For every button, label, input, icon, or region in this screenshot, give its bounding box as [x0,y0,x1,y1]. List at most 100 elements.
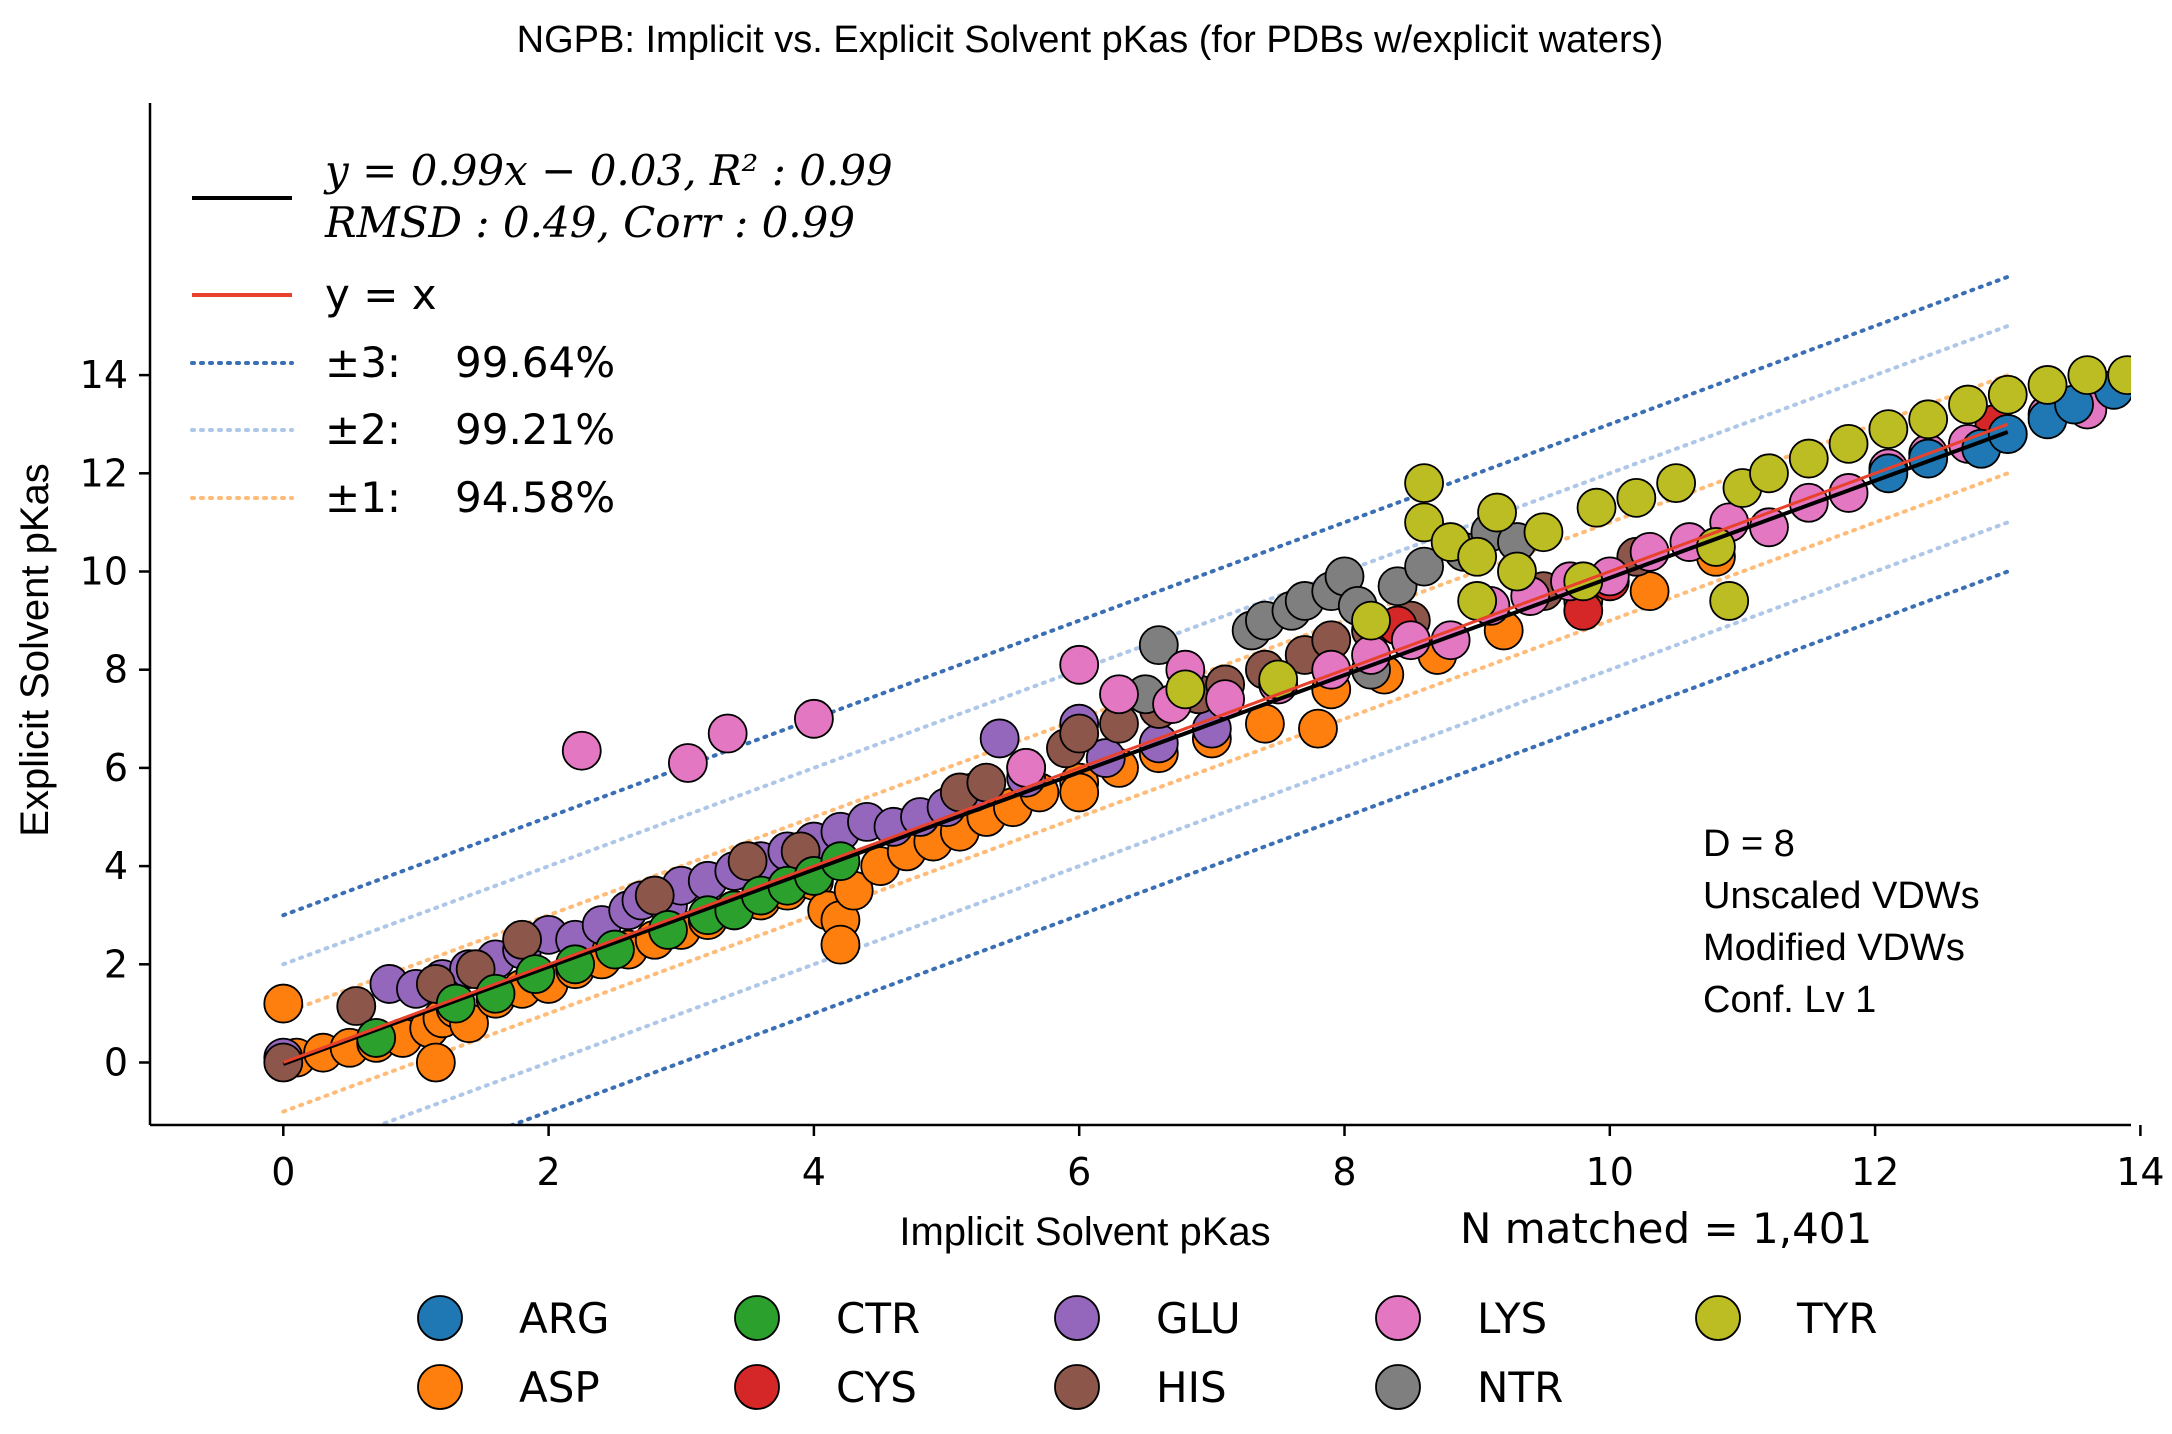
legend-label-ntr: NTR [1477,1363,1563,1412]
y-tick-label: 12 [80,451,128,495]
band2-legend-pct: 99.21% [455,405,615,454]
band1-legend-pct: 94.58% [455,473,615,522]
band3-legend-pct: 99.64% [455,338,615,387]
x-tick-label: 12 [1851,1150,1899,1194]
point-his [1059,713,1100,754]
point-tyr [1616,477,1657,518]
legend-marker-arg [417,1295,463,1341]
point-asp [1298,708,1338,749]
annotation-line: Conf. Lv 1 [1703,979,1876,1021]
x-tick-label: 8 [1332,1150,1356,1194]
fit-lines [282,422,2009,1066]
y-tick-label: 0 [104,1041,128,1085]
point-ntr [1138,625,1179,666]
legend-marker-lys [1375,1295,1421,1341]
legend-label-ctr: CTR [836,1294,920,1343]
x-tick-label: 6 [1067,1150,1091,1194]
legend-label-asp: ASP [519,1363,600,1412]
point-tyr [2107,355,2131,395]
band-line-plus3 [281,274,2010,918]
point-tyr [1788,438,1829,479]
legend-label-tyr: TYR [1796,1294,1878,1343]
x-tick-label: 0 [271,1150,295,1194]
y-tick-label: 14 [80,353,128,397]
x-axis-label: Implicit Solvent pKas [899,1210,1270,1254]
line-legend: y = 0.99x − 0.03, R² : 0.99 RMSD : 0.49,… [190,146,893,522]
legend-marker-his [1054,1364,1100,1410]
annotation-line: Modified VDWs [1703,927,1965,969]
y-tick-label: 4 [104,844,128,888]
legend-marker-ntr [1375,1364,1421,1410]
point-tyr [1948,384,1988,425]
annotation-line: Unscaled VDWs [1703,875,1980,917]
settings-annotation: D = 8 Unscaled VDWs Modified VDWs Conf. … [1703,823,1980,1021]
point-lys [707,713,748,754]
point-tyr [1987,374,2028,415]
legend-label-arg: ARG [519,1294,609,1343]
band1-legend-label: ±1: [325,473,401,522]
legend-marker-asp [417,1364,463,1410]
x-tick-label: 14 [2116,1150,2164,1194]
y-tick-label: 6 [104,746,128,790]
legend-marker-tyr [1695,1295,1741,1341]
point-tyr [1457,536,1498,577]
point-asp [820,924,861,965]
point-ntr [1404,546,1444,587]
point-tyr [1165,669,1206,710]
y-axis-ticks: 0 2 4 6 8 10 12 14 [80,353,150,1085]
point-asp [1629,571,1670,612]
point-tyr [1523,512,1564,553]
x-tick-label: 4 [802,1150,826,1194]
point-tyr [1351,600,1391,641]
point-tyr [1576,487,1617,528]
legend-label-cys: CYS [836,1363,917,1412]
point-tyr [1868,409,1909,450]
legend-label-glu: GLU [1156,1294,1241,1343]
point-lys [1059,644,1100,685]
y-tick-label: 8 [104,648,128,692]
legend-label-his: HIS [1156,1363,1227,1412]
point-tyr [1477,492,1517,533]
legend-marker-cys [734,1364,780,1410]
point-tyr [1908,399,1949,440]
point-asp [415,1042,456,1083]
point-his [502,919,542,960]
point-tyr [1749,453,1789,494]
fit-line-legend-stats: RMSD : 0.49, Corr : 0.99 [324,198,855,247]
data-points [263,355,2131,1083]
n-matched-label: N matched = 1,401 [1460,1204,1872,1253]
band3-legend-label: ±3: [325,338,401,387]
point-lys [1828,473,1869,513]
residue-legend: ARG CTR GLU LYS TYR ASP CYS HIS NTR [417,1294,1878,1412]
legend-marker-glu [1054,1295,1100,1341]
point-lys [794,698,834,739]
identity-line-legend-label: y = x [325,270,437,319]
point-tyr [1828,423,1869,464]
legend-marker-ctr [734,1295,780,1341]
point-lys [1099,674,1139,715]
band-line-minus2 [373,520,2010,1125]
point-tyr [1709,581,1750,621]
point-tyr [2067,355,2108,396]
point-tyr [1404,463,1444,504]
identity-line [282,422,2009,1064]
y-axis-label: Explicit Solvent pKas [13,463,57,837]
point-asp [263,983,304,1024]
annotation-line: D = 8 [1703,823,1795,865]
band-line-minus3 [506,569,2010,1125]
point-tyr [2027,365,2068,405]
fit-line-legend-label: y = 0.99x − 0.03, R² : 0.99 [323,146,893,195]
point-tyr [1656,463,1697,504]
legend-label-lys: LYS [1477,1294,1547,1343]
point-his [634,875,675,916]
point-glu [979,718,1020,759]
point-lys [561,730,602,771]
x-tick-label: 10 [1586,1150,1634,1194]
y-tick-label: 10 [80,550,128,594]
band2-legend-label: ±2: [325,405,401,454]
fit-line [282,430,2009,1066]
point-his [336,986,377,1026]
point-his [727,841,768,882]
x-tick-label: 2 [537,1150,561,1194]
